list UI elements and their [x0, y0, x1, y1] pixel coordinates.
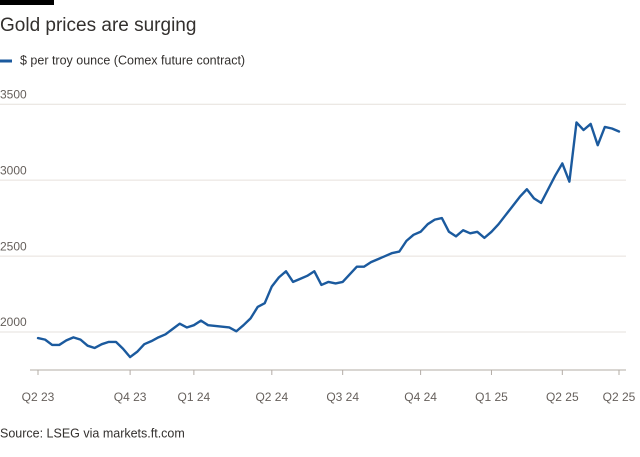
x-tick-label: Q2 23 [22, 390, 55, 404]
legend-label: $ per troy ounce (Comex future contract) [20, 53, 245, 67]
legend: $ per troy ounce (Comex future contract) [0, 53, 245, 67]
y-tick-label: 3000 [0, 163, 27, 177]
x-tick-label: Q2 24 [255, 390, 288, 404]
x-tick-label: Q2 25 [546, 390, 579, 404]
x-tick-label: Q4 23 [114, 390, 147, 404]
grid: 2000 2500 3000 3500 Q2 23 Q4 23 Q1 24 Q2 24 Q3 2… [0, 87, 636, 404]
x-tick-label: Q2 25 [603, 390, 636, 404]
x-tick-label: Q3 24 [326, 390, 359, 404]
source: Source: LSEG via markets.ft.com [0, 426, 185, 440]
y-tick-label: 3500 [0, 87, 27, 101]
chart-title: Gold prices are surging [0, 15, 196, 36]
x-tick-label: Q1 25 [475, 390, 508, 404]
y-tick-label: 2000 [0, 315, 27, 329]
x-tick-label: Q4 24 [404, 390, 437, 404]
x-tick-label: Q1 24 [178, 390, 211, 404]
series-line [36, 121, 621, 359]
y-tick-label: 2500 [0, 239, 27, 253]
plot [36, 121, 621, 359]
brand-bar [0, 0, 54, 5]
